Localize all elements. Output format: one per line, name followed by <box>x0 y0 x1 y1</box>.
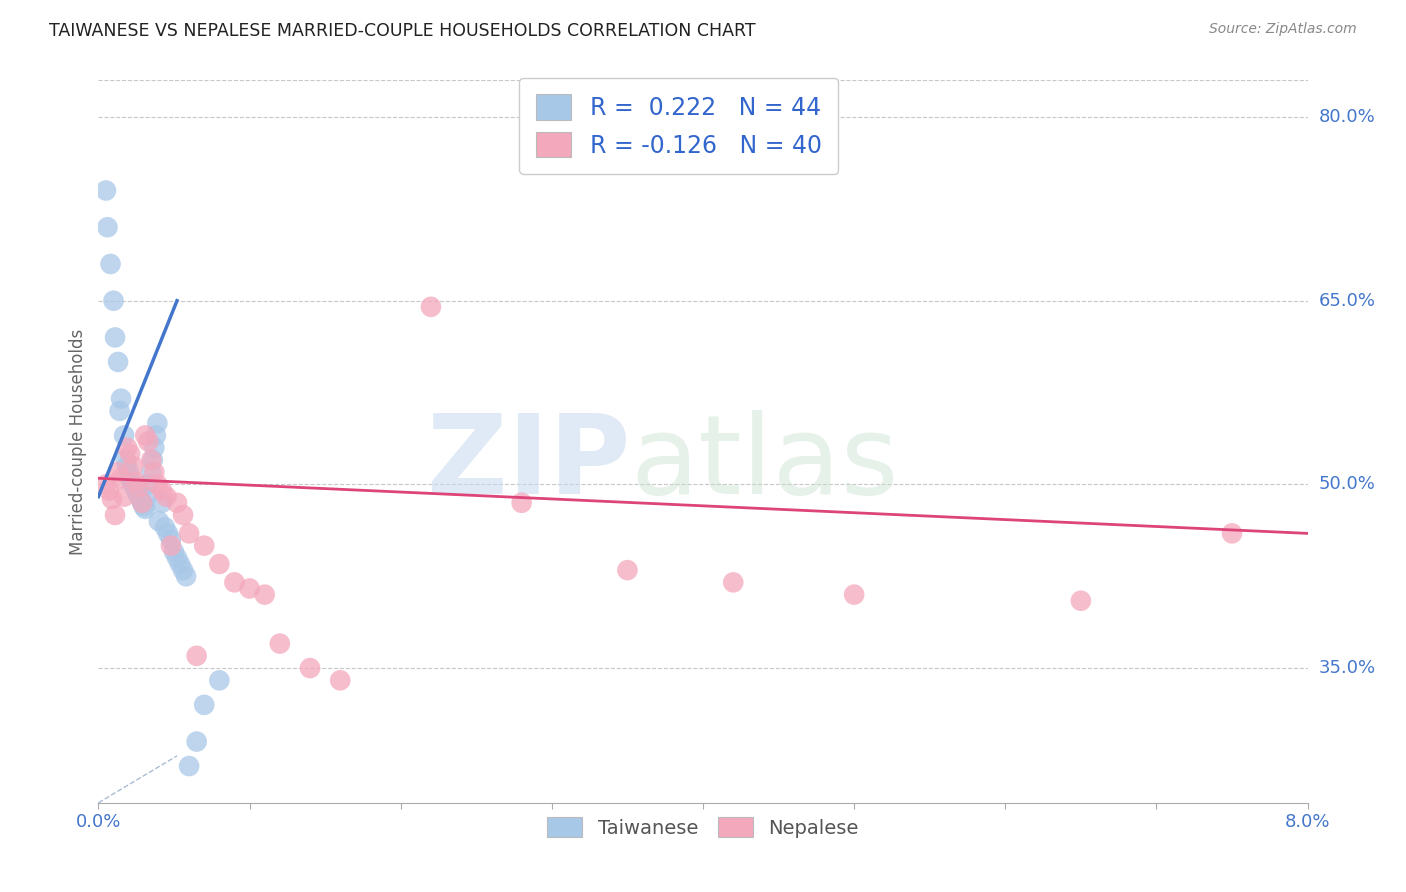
Point <box>127 487 149 501</box>
Point <box>98 483 121 498</box>
Point <box>193 698 215 712</box>
Point <box>142 453 165 467</box>
Point <box>134 428 156 442</box>
Point <box>844 588 866 602</box>
Point <box>94 477 117 491</box>
Point <box>94 184 117 198</box>
Point <box>122 477 145 491</box>
Point <box>128 480 150 494</box>
Point <box>107 355 129 369</box>
Text: 35.0%: 35.0% <box>1319 659 1376 677</box>
Point <box>174 569 197 583</box>
Point <box>101 492 124 507</box>
Point <box>136 477 159 491</box>
Point <box>723 575 745 590</box>
Point <box>193 539 215 553</box>
Point <box>160 533 183 547</box>
Point <box>150 483 173 498</box>
Point <box>1220 526 1243 541</box>
Point <box>239 582 262 596</box>
Text: 50.0%: 50.0% <box>1319 475 1375 493</box>
Point <box>132 500 155 514</box>
Point <box>172 563 194 577</box>
Point <box>148 514 170 528</box>
Point <box>253 588 276 602</box>
Text: 65.0%: 65.0% <box>1319 292 1375 310</box>
Point <box>114 453 136 467</box>
Point <box>96 220 118 235</box>
Point <box>110 471 132 485</box>
Point <box>160 539 183 553</box>
Point <box>166 496 188 510</box>
Point <box>108 404 131 418</box>
Text: 80.0%: 80.0% <box>1319 108 1375 126</box>
Point <box>150 496 173 510</box>
Point <box>208 557 231 571</box>
Point <box>124 480 146 494</box>
Point <box>179 759 201 773</box>
Point <box>156 526 179 541</box>
Point <box>163 545 186 559</box>
Point <box>208 673 231 688</box>
Point <box>110 392 132 406</box>
Point <box>103 293 125 308</box>
Point <box>115 441 138 455</box>
Point <box>125 475 148 489</box>
Text: TAIWANESE VS NEPALESE MARRIED-COUPLE HOUSEHOLDS CORRELATION CHART: TAIWANESE VS NEPALESE MARRIED-COUPLE HOU… <box>49 22 756 40</box>
Point <box>120 447 142 461</box>
Point <box>224 575 246 590</box>
Point <box>125 483 148 498</box>
Point <box>143 465 166 479</box>
Point <box>145 428 167 442</box>
Point <box>420 300 443 314</box>
Point <box>100 257 122 271</box>
Point <box>141 453 163 467</box>
Point <box>1070 593 1092 607</box>
Point <box>104 508 127 522</box>
Point <box>153 520 176 534</box>
Point <box>112 428 135 442</box>
Point <box>510 496 533 510</box>
Point <box>186 734 208 748</box>
Point <box>329 673 352 688</box>
Point <box>186 648 208 663</box>
Point <box>104 330 127 344</box>
Point <box>179 526 201 541</box>
Point <box>131 496 153 510</box>
Point <box>122 458 145 473</box>
Point <box>143 441 166 455</box>
Text: Source: ZipAtlas.com: Source: ZipAtlas.com <box>1209 22 1357 37</box>
Point <box>118 465 141 479</box>
Text: ZIP: ZIP <box>427 409 630 516</box>
Point <box>169 557 191 571</box>
Point <box>129 492 152 507</box>
Point <box>616 563 638 577</box>
Point <box>121 475 143 489</box>
Legend: Taiwanese, Nepalese: Taiwanese, Nepalese <box>537 807 869 847</box>
Point <box>135 490 157 504</box>
Point <box>136 434 159 449</box>
Point <box>141 465 163 479</box>
Point <box>128 490 150 504</box>
Point <box>166 550 188 565</box>
Point <box>269 637 291 651</box>
Point <box>107 465 129 479</box>
Point <box>115 458 138 473</box>
Point <box>155 490 177 504</box>
Point <box>134 502 156 516</box>
Point <box>131 496 153 510</box>
Point <box>172 508 194 522</box>
Point <box>120 471 142 485</box>
Point <box>112 490 135 504</box>
Point <box>299 661 322 675</box>
Y-axis label: Married-couple Households: Married-couple Households <box>69 328 87 555</box>
Point <box>146 416 169 430</box>
Text: atlas: atlas <box>630 409 898 516</box>
Point <box>146 477 169 491</box>
